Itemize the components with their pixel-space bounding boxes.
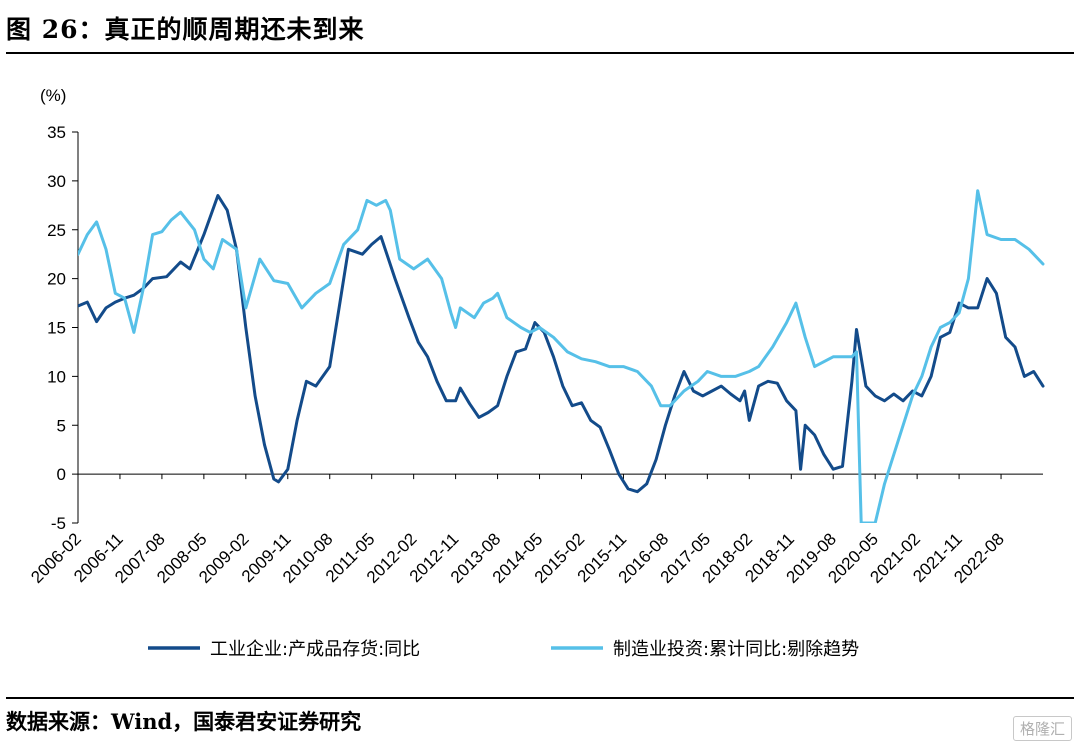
y-tick-label: 5 (57, 416, 66, 435)
y-tick-label: 35 (47, 123, 66, 142)
series-line-2 (78, 189, 1045, 523)
legend: 工业企业:产成品存货:同比 制造业投资:累计同比:剔除趋势 (148, 639, 859, 660)
watermark-logo: 格隆汇 (1012, 716, 1072, 741)
legend-label-2: 制造业投资:累计同比:剔除趋势 (613, 639, 859, 660)
series-layer (78, 189, 1045, 523)
y-unit-label: (%) (40, 86, 66, 105)
y-tick-label: 10 (47, 367, 66, 386)
y-tick-label: 30 (47, 172, 66, 191)
bottom-rule (6, 697, 1074, 699)
chart-axes: 35302520151050-5(%)2006-022006-112007-08… (27, 86, 1043, 587)
source-note: 数据来源：Wind，国泰君安证券研究 (6, 709, 362, 734)
y-tick-label: 15 (47, 319, 66, 338)
top-rule (6, 52, 1074, 54)
y-tick-label: -5 (51, 514, 66, 533)
y-tick-label: 20 (47, 270, 66, 289)
series-line-1 (78, 194, 1045, 494)
legend-label-1: 工业企业:产成品存货:同比 (210, 639, 420, 660)
figure-title: 图 26：真正的顺周期还未到来 (6, 15, 365, 44)
line-chart: 35302520151050-5(%)2006-022006-112007-08… (27, 86, 1045, 660)
y-tick-label: 0 (57, 465, 66, 484)
y-tick-label: 25 (47, 221, 66, 240)
